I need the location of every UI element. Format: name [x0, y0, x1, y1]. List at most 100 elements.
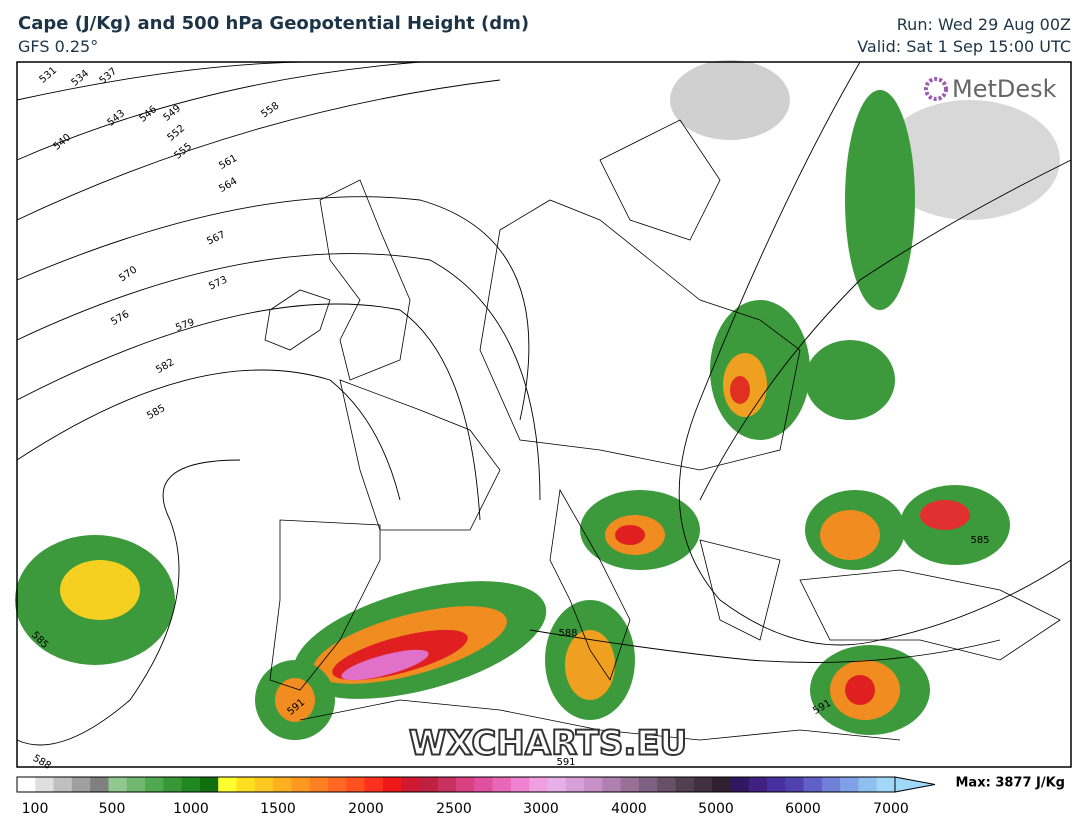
cape-area — [730, 376, 750, 404]
contour-label: 570 — [117, 264, 139, 284]
coastline — [699, 539, 781, 641]
contour-label: 582 — [154, 357, 176, 376]
colorbar-swatch — [90, 777, 109, 792]
contour — [529, 629, 1001, 663]
coastline — [799, 569, 1061, 661]
cape-area — [820, 510, 880, 560]
colorbar-swatch — [437, 777, 457, 792]
colorbar-tick-label: 6000 — [785, 801, 821, 817]
coastline — [269, 519, 381, 691]
colorbar-swatch — [35, 777, 55, 792]
colorbar: 100 500 1000 1500 2000 2500 3000 4000 5000 6000 70… — [16, 776, 936, 817]
title: Cape (J/Kg) and 500 hPa Geopotential Hei… — [18, 13, 530, 34]
cape-area — [845, 675, 875, 705]
valid-time: Valid: Sat 1 Sep 15:00 UTC — [857, 37, 1071, 56]
coastlines — [264, 119, 1061, 741]
contour-label: 552 — [165, 123, 187, 144]
colorbar-swatch — [199, 777, 219, 792]
contour-label: 558 — [259, 100, 281, 120]
contour-label: 543 — [105, 108, 127, 129]
colorbar-swatch — [145, 777, 164, 792]
colorbar-swatch — [492, 777, 512, 792]
colorbar-swatch — [327, 777, 347, 792]
colorbar-swatch — [108, 777, 128, 792]
colorbar-swatch — [766, 777, 786, 792]
colorbar-swatch — [474, 777, 494, 792]
coastline — [299, 699, 901, 741]
cape-area — [60, 560, 140, 620]
contour-label: 588 — [558, 628, 577, 639]
colorbar-swatch — [675, 777, 695, 792]
colorbar-swatch — [529, 777, 548, 792]
colorbar-swatch — [840, 777, 859, 792]
contour-label: 585 — [145, 403, 167, 422]
contour-label: 585 — [970, 535, 989, 546]
cape-area — [670, 60, 790, 140]
logo: MetDesk — [924, 75, 1057, 103]
contour — [699, 159, 1072, 501]
contour — [16, 303, 481, 521]
colorbar-swatch — [547, 777, 567, 792]
contour — [16, 253, 541, 501]
contour-label: 561 — [217, 153, 239, 172]
contour-label: 546 — [137, 104, 159, 125]
colorbar-tick-label: 500 — [99, 801, 126, 817]
cape-area — [805, 340, 895, 420]
colorbar-swatch — [53, 777, 73, 792]
contour-label: 588 — [31, 753, 53, 772]
cape-fields — [15, 60, 1060, 740]
colorbar-swatch — [254, 777, 274, 792]
contour — [16, 459, 241, 746]
colorbar-frame — [16, 776, 896, 793]
colorbar-swatch — [382, 777, 402, 792]
colorbar-swatch — [602, 777, 622, 792]
coastline — [264, 289, 331, 351]
colorbar-swatch — [638, 777, 658, 792]
map-frame — [16, 61, 1072, 768]
cape-area — [845, 90, 915, 310]
contour-label: 564 — [217, 176, 239, 195]
cape-area — [275, 678, 315, 722]
colorbar-swatch — [126, 777, 146, 792]
run-time: Run: Wed 29 Aug 00Z — [896, 15, 1071, 34]
colorbar-swatch — [163, 777, 183, 792]
contour-label: 567 — [205, 229, 227, 247]
logo-icon — [924, 77, 948, 101]
colorbar-tick-label: 2500 — [436, 801, 472, 817]
model: GFS 0.25° — [18, 37, 99, 56]
colorbar-swatch — [236, 777, 256, 792]
colorbar-swatch — [456, 777, 475, 792]
colorbar-swatch — [858, 777, 878, 792]
colorbar-swatch — [730, 777, 750, 792]
coastline — [339, 379, 501, 531]
contour-label: 537 — [97, 66, 119, 87]
colorbar-swatch — [71, 777, 91, 792]
colorbar-swatch — [584, 777, 603, 792]
max-value: Max: 3877 J/Kg — [956, 776, 1066, 791]
colorbar-swatch — [876, 777, 896, 792]
colorbar-tick-label: 1000 — [173, 801, 209, 817]
colorbar-swatch — [346, 777, 366, 792]
colorbar-swatch — [785, 777, 805, 792]
colorbar-swatch — [693, 777, 713, 792]
colorbar-swatch — [181, 777, 201, 792]
coastline — [599, 119, 721, 241]
contour-label: 591 — [556, 757, 575, 768]
colorbar-swatch — [291, 777, 311, 792]
colorbar-swatch — [620, 777, 640, 792]
colorbar-swatch — [803, 777, 823, 792]
contour — [678, 61, 1072, 646]
contour-label: 549 — [161, 103, 183, 124]
coastline — [319, 179, 411, 381]
cape-area — [920, 500, 970, 530]
colorbar-swatch — [309, 777, 329, 792]
colorbar-tick-label: 5000 — [698, 801, 734, 817]
colorbar-swatch — [657, 777, 676, 792]
coastline — [549, 488, 631, 681]
contour-label: 555 — [172, 141, 194, 162]
colorbar-swatch — [218, 777, 237, 792]
contour — [16, 369, 401, 501]
colorbar-swatch — [273, 777, 292, 792]
